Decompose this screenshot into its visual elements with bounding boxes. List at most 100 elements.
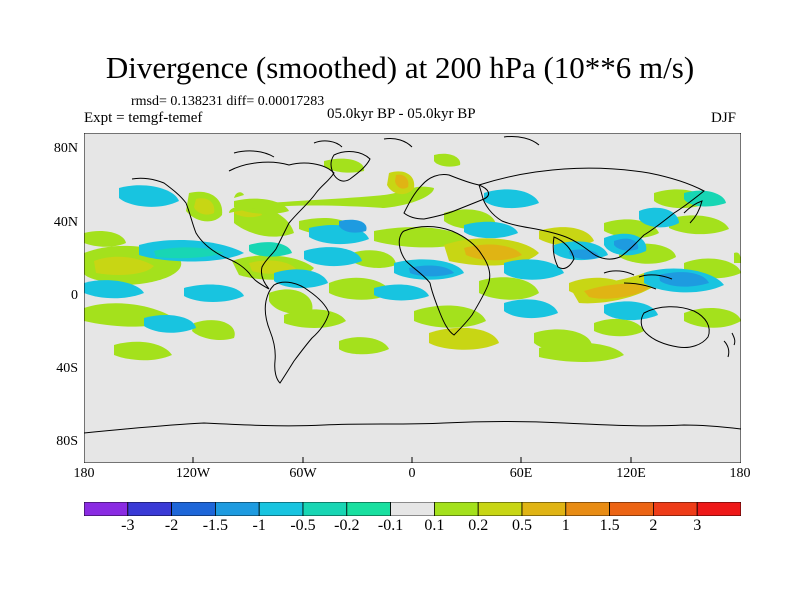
colorbar-swatch	[696, 502, 741, 516]
south-america-coast	[264, 281, 330, 384]
lat-label-40s: 40S	[56, 361, 78, 376]
new-zealand-coast	[723, 332, 736, 358]
lat-label-40n: 40N	[53, 215, 78, 230]
negative-region	[84, 280, 144, 299]
colorbar-swatch	[258, 502, 304, 516]
positive-region	[464, 244, 522, 261]
negative-region	[184, 284, 244, 303]
positive-region	[734, 252, 741, 263]
negative-region	[144, 314, 196, 333]
season-label: DJF	[711, 110, 737, 126]
antarctica-coast	[84, 421, 741, 434]
lon-label-60w: 60W	[289, 466, 317, 481]
colorbar-label: -0.1	[377, 517, 404, 534]
indonesia-coast	[603, 270, 673, 290]
stats-label: rmsd= 0.138231 diff= 0.00017283	[131, 94, 325, 109]
positive-region	[584, 283, 649, 299]
positive-region	[234, 192, 244, 198]
positive-region	[539, 227, 594, 247]
colorbar-swatch	[171, 502, 216, 516]
tick-marks	[192, 457, 632, 463]
negative-region	[504, 299, 558, 319]
colorbar-swatch	[433, 502, 479, 516]
positive-region	[539, 342, 624, 362]
negative-region	[119, 185, 179, 207]
negative-region	[639, 207, 679, 228]
positive-region	[434, 153, 461, 167]
positive-region	[84, 231, 126, 247]
divergence-fields	[84, 153, 741, 362]
negative-region	[464, 221, 518, 239]
lon-label-60e: 60E	[509, 466, 533, 481]
positive-region	[414, 305, 486, 328]
positive-region	[284, 309, 346, 328]
greenland-coast	[330, 151, 371, 182]
colorbar-label: 0.2	[468, 517, 489, 534]
negative-region	[154, 247, 224, 259]
colorbar-swatch	[609, 502, 654, 516]
divergence-map	[84, 133, 741, 463]
colorbar-label: 1.5	[599, 517, 620, 534]
positive-region	[94, 256, 154, 275]
period-label: 05.0kyr BP - 05.0kyr BP	[327, 106, 476, 122]
colorbar-label: -0.5	[290, 517, 316, 534]
negative-region	[339, 219, 367, 233]
colorbar-swatch	[477, 502, 523, 516]
asia-coast	[478, 167, 705, 260]
negative-region	[274, 269, 328, 289]
lon-label-120w: 120W	[175, 466, 211, 481]
positive-region	[324, 158, 365, 173]
colorbar-swatch	[653, 502, 698, 516]
positive-region	[114, 341, 172, 361]
colorbar-label: -1.5	[202, 517, 229, 534]
positive-region	[429, 327, 499, 350]
positive-region	[669, 215, 729, 235]
colorbar-swatch	[521, 502, 567, 516]
colorbar	[84, 502, 741, 516]
positive-region	[374, 227, 469, 248]
positive-region	[339, 337, 389, 355]
negative-region	[659, 272, 709, 287]
positive-region	[192, 320, 235, 341]
india-coast	[552, 236, 575, 270]
negative-region	[569, 249, 599, 260]
negative-region	[504, 259, 564, 280]
negative-region	[304, 247, 362, 267]
coastlines	[84, 136, 741, 434]
arctic-islands-coast	[233, 136, 540, 158]
lon-label-180e: 180	[729, 466, 751, 481]
north-america-coast	[131, 161, 335, 290]
colorbar-swatch	[214, 502, 260, 516]
lat-label-0: 0	[71, 288, 78, 303]
colorbar-label: 2	[649, 517, 658, 534]
colorbar-swatch	[84, 502, 129, 516]
colorbar-swatch	[302, 502, 348, 516]
negative-region	[614, 238, 639, 251]
negative-region	[484, 189, 539, 209]
positive-region	[395, 174, 409, 189]
europe-coast	[403, 174, 490, 220]
australia-coast	[640, 306, 710, 348]
colorbar-label: -3	[121, 517, 135, 534]
colorbar-label: -0.2	[334, 517, 360, 534]
colorbar-label: 3	[693, 517, 702, 534]
experiment-label: Expt = temgf-temef	[84, 110, 203, 126]
negative-region	[684, 190, 726, 207]
colorbar-swatch	[565, 502, 610, 516]
lat-label-80n: 80N	[53, 141, 78, 156]
colorbar-label: 0.5	[512, 517, 532, 534]
africa-coast	[398, 226, 491, 336]
colorbar-label: 0.1	[424, 517, 445, 534]
positive-region	[269, 289, 313, 314]
lat-label-80s: 80S	[56, 434, 78, 449]
colorbar-label: -2	[164, 517, 179, 534]
negative-region	[604, 301, 658, 321]
colorbar-label: -1	[252, 517, 266, 534]
positive-region	[229, 186, 434, 213]
positive-region	[194, 198, 215, 215]
positive-region	[594, 318, 644, 337]
negative-region	[374, 284, 429, 301]
lon-label-0: 0	[408, 466, 416, 481]
plot-title: Divergence (smoothed) at 200 hPa (10**6 …	[105, 50, 695, 85]
lon-label-180w: 180	[73, 466, 95, 481]
